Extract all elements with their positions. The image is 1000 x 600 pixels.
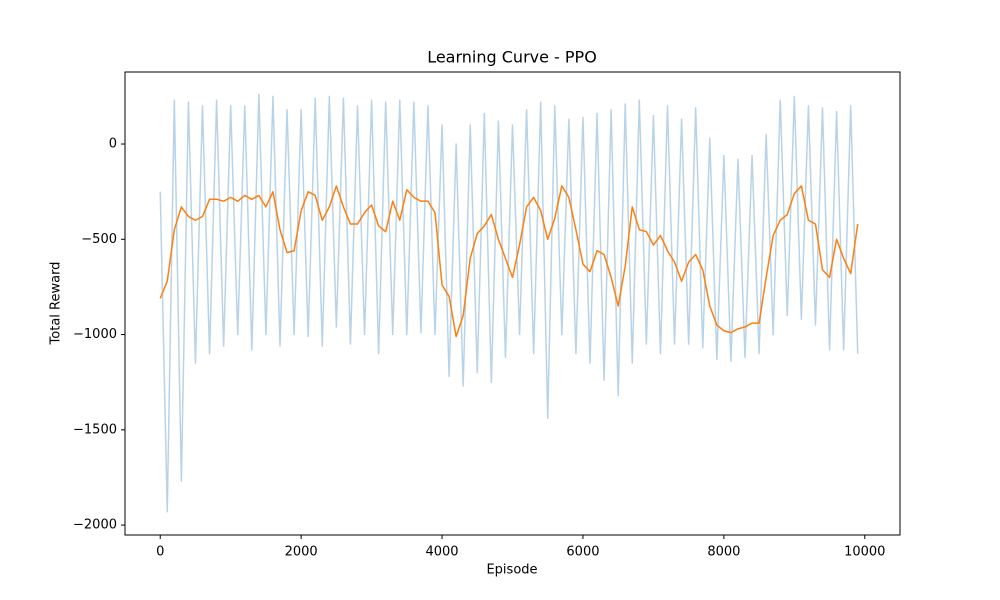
y-tick-label: −2000 [73,518,117,533]
series-line [159,185,859,338]
x-axis-label: Episode [486,563,537,578]
chart-title: Learning Curve - PPO [427,48,597,67]
x-tick-label: 8000 [707,545,740,560]
series-line [159,93,859,513]
x-tick-label: 0 [156,545,164,560]
x-tick-label: 2000 [285,545,318,560]
x-tick-label: 6000 [566,545,599,560]
y-tick-label: −1500 [73,422,117,437]
x-tick-label: 10000 [844,545,885,560]
y-tick-label: 0 [109,137,117,152]
x-tick-label: 4000 [425,545,458,560]
y-tick-label: −500 [81,232,117,247]
plot-frame [124,71,901,536]
y-axis-label: Total Reward [49,262,64,346]
y-tick-label: −1000 [73,327,117,342]
